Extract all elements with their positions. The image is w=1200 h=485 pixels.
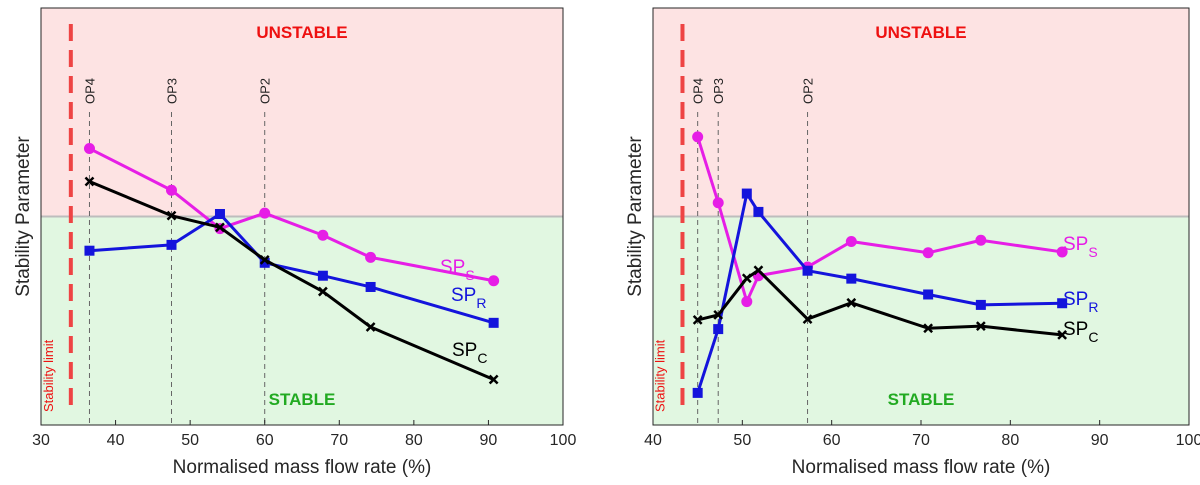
op-label-op3: OP3 bbox=[711, 78, 726, 104]
point-sp-r bbox=[741, 188, 752, 199]
point-sp-c bbox=[975, 321, 986, 332]
point-sp-s bbox=[83, 143, 95, 155]
x-tick-label: 100 bbox=[1176, 432, 1200, 449]
point-sp-r bbox=[846, 273, 857, 284]
unstable-region bbox=[653, 8, 1189, 217]
point-sp-s bbox=[166, 184, 177, 196]
x-tick-label: 90 bbox=[480, 432, 498, 449]
series-label-sp-s: SPS bbox=[440, 257, 475, 283]
x-tick-label: 70 bbox=[912, 432, 930, 449]
unstable-label: UNSTABLE bbox=[875, 23, 966, 42]
point-sp-c bbox=[713, 310, 724, 320]
plot-frame bbox=[40, 7, 564, 426]
x-tick-label: 70 bbox=[330, 432, 348, 449]
series-label-sp-c: SPC bbox=[452, 340, 487, 366]
point-sp-c bbox=[846, 297, 857, 308]
point-sp-r bbox=[214, 208, 225, 219]
point-sp-c bbox=[923, 323, 934, 334]
point-sp-c bbox=[753, 265, 764, 276]
x-tick-label: 50 bbox=[181, 432, 199, 449]
point-sp-r bbox=[753, 206, 764, 217]
x-tick-label: 80 bbox=[405, 432, 423, 449]
point-sp-c bbox=[1057, 330, 1068, 340]
point-sp-s bbox=[975, 234, 987, 246]
stable-label: STABLE bbox=[888, 390, 955, 409]
point-sp-s bbox=[365, 251, 377, 263]
series-label-sp-c: SPC bbox=[1063, 319, 1098, 345]
chart-panel-2: UNSTABLE STABLE OP4 OP3 OP2 Stability limit SP… bbox=[625, 7, 1200, 478]
point-sp-c bbox=[84, 176, 95, 187]
stability-limit-label: Stability limit bbox=[652, 339, 667, 412]
point-sp-s bbox=[317, 229, 329, 241]
point-sp-c bbox=[692, 315, 703, 325]
point-sp-c bbox=[215, 222, 225, 233]
x-tick-label: 90 bbox=[1091, 432, 1109, 449]
series-label-sp-r: SPR bbox=[1063, 289, 1098, 315]
point-sp-r bbox=[692, 387, 703, 398]
stable-region bbox=[41, 216, 563, 425]
op-label-op4: OP4 bbox=[691, 78, 706, 104]
series-label-sp-r: SPR bbox=[451, 285, 486, 311]
x-axis-label: Normalised mass flow rate (%) bbox=[792, 457, 1051, 478]
x-tick-label: 60 bbox=[256, 432, 274, 449]
x-tick-label: 80 bbox=[1001, 432, 1019, 449]
point-sp-c bbox=[166, 210, 177, 221]
point-sp-s bbox=[488, 275, 500, 287]
point-sp-r bbox=[802, 265, 813, 276]
y-axis-label: Stability Parameter bbox=[13, 136, 34, 297]
x-tick-label: 40 bbox=[107, 432, 125, 449]
point-sp-c bbox=[317, 286, 328, 297]
point-sp-r bbox=[259, 257, 270, 268]
point-sp-c bbox=[259, 254, 270, 265]
point-sp-r bbox=[365, 281, 376, 292]
op-label-op4: OP4 bbox=[82, 78, 97, 104]
point-sp-r bbox=[923, 289, 934, 300]
point-sp-s bbox=[692, 131, 704, 143]
stability-limit-label: Stability limit bbox=[41, 339, 56, 412]
point-sp-r bbox=[1057, 298, 1068, 309]
point-sp-s bbox=[1056, 246, 1068, 258]
point-sp-s bbox=[741, 296, 753, 308]
unstable-label: UNSTABLE bbox=[256, 23, 347, 42]
y-axis-label: Stability Parameter bbox=[625, 136, 646, 297]
op-label-op3: OP3 bbox=[165, 78, 180, 104]
x-tick-label: 50 bbox=[733, 432, 751, 449]
series-label-sp-s: SPS bbox=[1063, 234, 1098, 260]
point-sp-r bbox=[84, 245, 95, 256]
unstable-region bbox=[41, 8, 563, 217]
point-sp-r bbox=[975, 299, 986, 310]
point-sp-r bbox=[317, 270, 328, 281]
point-sp-c bbox=[802, 314, 813, 324]
x-axis-label: Normalised mass flow rate (%) bbox=[173, 457, 432, 478]
point-sp-s bbox=[845, 236, 857, 248]
chart-panel-1: UNSTABLE STABLE OP4 OP3 OP2 Stability limit SP… bbox=[13, 7, 577, 478]
x-tick-label: 60 bbox=[823, 432, 841, 449]
point-sp-c bbox=[488, 374, 499, 385]
x-tick-label: 40 bbox=[644, 432, 662, 449]
point-sp-s bbox=[712, 197, 724, 209]
op-label-op2: OP2 bbox=[258, 78, 273, 104]
point-sp-r bbox=[488, 317, 499, 328]
point-sp-c bbox=[365, 322, 376, 332]
point-sp-r bbox=[713, 324, 724, 335]
point-sp-s bbox=[259, 207, 271, 219]
point-sp-c bbox=[741, 273, 752, 284]
stable-label: STABLE bbox=[269, 390, 336, 409]
x-tick-label: 30 bbox=[32, 432, 50, 449]
point-sp-r bbox=[166, 239, 177, 250]
op-label-op2: OP2 bbox=[801, 78, 816, 104]
x-tick-label: 100 bbox=[550, 432, 577, 449]
point-sp-s bbox=[922, 247, 934, 259]
